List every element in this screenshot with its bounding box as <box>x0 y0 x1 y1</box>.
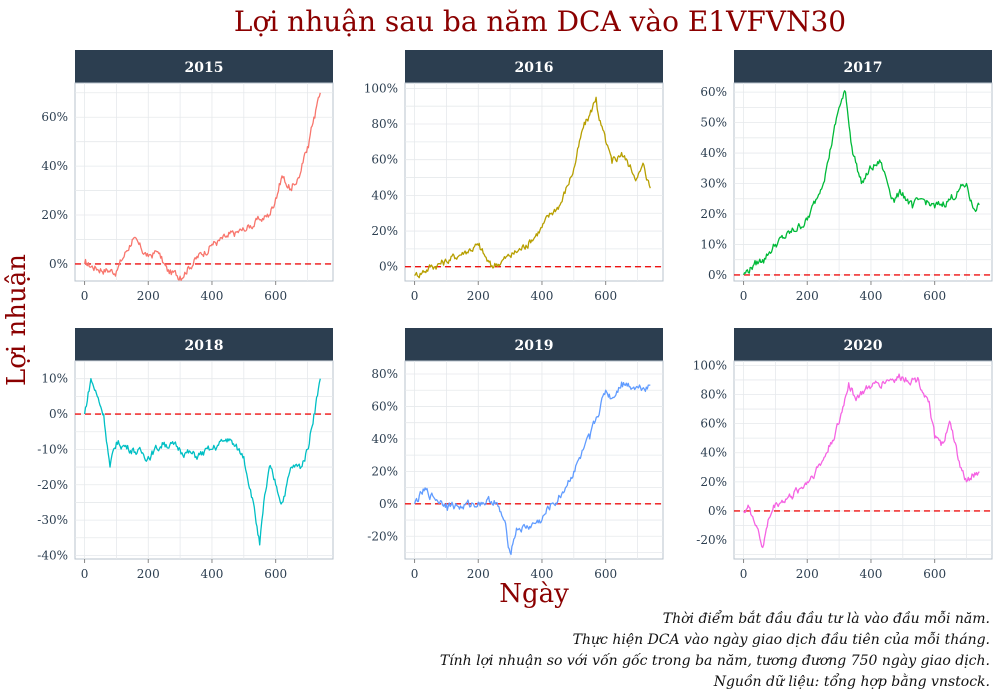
y-tick-label: 20% <box>700 207 727 221</box>
facet-panel: 2015 0% 20% 40% 60% 0 200 400 600 <box>41 50 334 303</box>
panel-background <box>404 82 664 282</box>
x-tick-label: 400 <box>201 567 224 581</box>
chart-title: Lợi nhuận sau ba năm DCA vào E1VFVN30 <box>234 5 846 38</box>
y-tick-label: 0% <box>379 260 398 274</box>
y-tick-label: 60% <box>371 399 398 413</box>
y-tick-label: 30% <box>700 177 727 191</box>
facet-panel: 2020 -20% 0% 20% 40% 60% 80% 100% 0 200 400 600 <box>693 328 993 581</box>
x-tick-label: 600 <box>923 567 946 581</box>
y-tick-label: 10% <box>700 237 727 251</box>
x-tick-label: 600 <box>594 567 617 581</box>
facet-title: 2017 <box>844 60 883 76</box>
y-tick-label: 20% <box>371 224 398 238</box>
y-tick-label: 0% <box>708 504 727 518</box>
series-line <box>743 90 980 276</box>
facet-strip <box>75 50 333 83</box>
x-tick-label: 0 <box>411 289 419 303</box>
y-tick-label: 0% <box>49 407 68 421</box>
facet-panels: 2015 0% 20% 40% 60% 0 200 400 600 2016 0% 20% 40% 60%… <box>37 50 993 581</box>
y-tick-label: 60% <box>371 153 398 167</box>
x-tick-label: 400 <box>531 567 554 581</box>
facet-panel: 2018 -40% -30% -20% -10% 0% 10% 0 200 400 600 <box>37 328 334 581</box>
facet-strip <box>405 328 663 361</box>
facet-panel: 2019 -20% 0% 20% 40% 60% 80% 0 200 400 600 <box>367 328 664 581</box>
series-line <box>83 378 321 546</box>
x-tick-label: 400 <box>531 289 554 303</box>
caption-line: Thời điểm bắt đầu đầu tư là vào đầu mỗi … <box>663 609 990 627</box>
facet-title: 2018 <box>185 338 224 354</box>
facet-title: 2015 <box>185 60 224 76</box>
x-tick-label: 200 <box>137 289 160 303</box>
y-tick-label: -40% <box>37 548 68 562</box>
y-tick-label: 0% <box>379 497 398 511</box>
y-tick-label: 40% <box>41 159 68 173</box>
x-tick-label: 600 <box>594 289 617 303</box>
x-tick-label: 200 <box>467 289 490 303</box>
y-tick-label: 20% <box>371 464 398 478</box>
y-tick-label: 40% <box>700 146 727 160</box>
y-tick-label: 100% <box>364 81 398 95</box>
facet-title: 2020 <box>844 338 883 354</box>
x-tick-label: 0 <box>81 289 89 303</box>
facet-panel: 2017 0% 10% 20% 30% 40% 50% 60% 0 200 400 600 <box>700 50 993 303</box>
facet-strip <box>75 328 333 361</box>
y-tick-label: 40% <box>371 188 398 202</box>
series-line <box>414 96 651 279</box>
panel-background <box>74 360 334 560</box>
x-tick-label: 400 <box>201 289 224 303</box>
y-tick-label: 20% <box>700 475 727 489</box>
x-tick-label: 0 <box>740 567 748 581</box>
y-tick-label: -30% <box>37 513 68 527</box>
x-tick-label: 600 <box>923 289 946 303</box>
y-tick-label: 60% <box>700 85 727 99</box>
y-tick-label: 60% <box>700 417 727 431</box>
y-axis-title: Lợi nhuận <box>2 254 32 386</box>
facet-panel: 2016 0% 20% 40% 60% 80% 100% 0 200 400 600 <box>364 50 664 303</box>
x-axis-title: Ngày <box>499 579 569 609</box>
facet-title: 2016 <box>515 60 554 76</box>
y-tick-label: -20% <box>37 478 68 492</box>
x-tick-label: 400 <box>860 567 883 581</box>
y-tick-label: 80% <box>371 117 398 131</box>
series-line <box>83 92 321 282</box>
x-tick-label: 600 <box>264 567 287 581</box>
y-tick-label: 80% <box>700 387 727 401</box>
x-tick-label: 0 <box>81 567 89 581</box>
y-tick-label: 80% <box>371 367 398 381</box>
x-tick-label: 0 <box>740 289 748 303</box>
y-tick-label: 50% <box>700 116 727 130</box>
y-tick-label: 40% <box>371 432 398 446</box>
y-tick-label: 60% <box>41 110 68 124</box>
y-tick-label: 100% <box>693 358 727 372</box>
caption: Thời điểm bắt đầu đầu tư là vào đầu mỗi … <box>440 609 990 690</box>
caption-line: Tính lợi nhuận so với vốn gốc trong ba n… <box>440 652 990 669</box>
y-tick-label: -10% <box>37 442 68 456</box>
y-tick-label: 0% <box>708 268 727 282</box>
y-tick-label: -20% <box>696 533 727 547</box>
facet-strip <box>734 50 992 83</box>
x-tick-label: 200 <box>467 567 490 581</box>
x-tick-label: 0 <box>411 567 419 581</box>
caption-line: Nguồn dữ liệu: tổng hợp bằng vnstock. <box>713 672 990 690</box>
y-tick-label: 40% <box>700 446 727 460</box>
facet-strip <box>734 328 992 361</box>
y-tick-label: 0% <box>49 257 68 271</box>
panel-background <box>404 360 664 560</box>
y-tick-label: -20% <box>367 529 398 543</box>
x-tick-label: 200 <box>796 289 819 303</box>
facet-title: 2019 <box>515 338 554 354</box>
panel-background <box>74 82 334 282</box>
y-tick-label: 20% <box>41 208 68 222</box>
x-tick-label: 200 <box>137 567 160 581</box>
facet-strip <box>405 50 663 83</box>
x-tick-label: 200 <box>796 567 819 581</box>
x-tick-label: 400 <box>860 289 883 303</box>
panel-background <box>733 360 993 560</box>
y-tick-label: 10% <box>41 372 68 386</box>
x-tick-label: 600 <box>264 289 287 303</box>
series-line <box>413 381 651 556</box>
caption-line: Thực hiện DCA vào ngày giao dịch đầu tiê… <box>573 631 990 648</box>
series-line <box>743 373 980 549</box>
